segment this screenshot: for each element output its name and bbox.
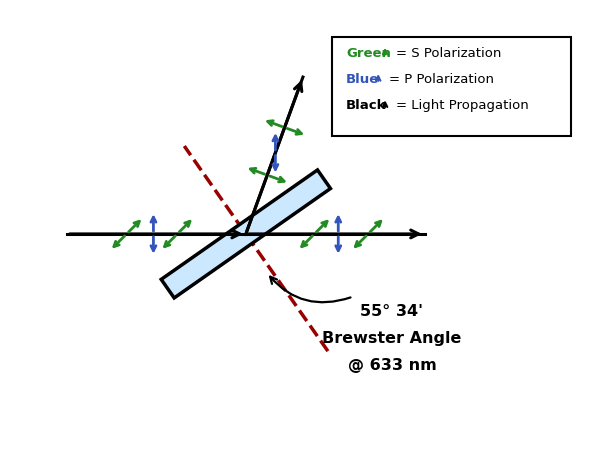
Text: Green: Green [346,47,391,60]
Text: Blue: Blue [346,73,379,86]
Text: Brewster Angle: Brewster Angle [322,331,462,346]
Text: = S Polarization: = S Polarization [396,47,501,60]
Text: = P Polarization: = P Polarization [389,73,494,86]
Polygon shape [161,170,331,298]
Text: = Light Propagation: = Light Propagation [396,99,528,112]
Text: 55° 34': 55° 34' [361,304,423,319]
FancyBboxPatch shape [332,37,571,135]
Text: @ 633 nm: @ 633 nm [347,358,436,373]
Text: Black: Black [346,99,386,112]
